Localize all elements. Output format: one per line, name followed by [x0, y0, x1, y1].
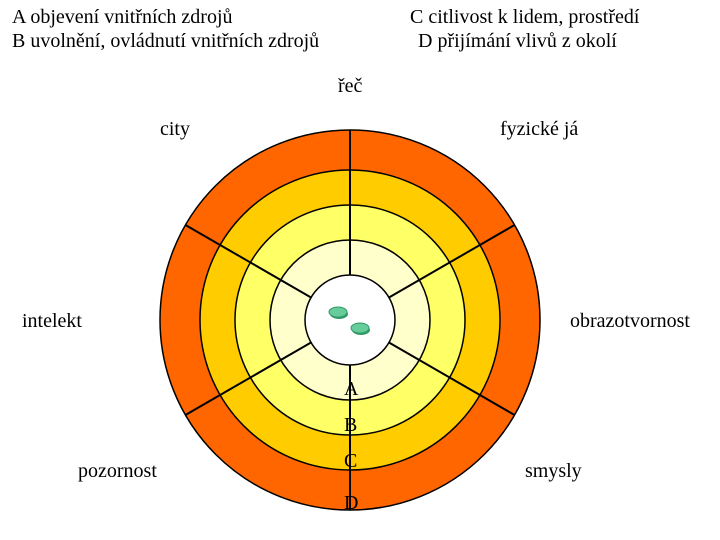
ring-label-a: A: [344, 378, 358, 401]
label-top: řeč: [338, 75, 362, 98]
ring-label-b: B: [344, 414, 357, 437]
label-upper-left: city: [160, 118, 190, 141]
label-lower-right: smysly: [525, 460, 582, 483]
label-mid-right: obrazotvornost: [570, 310, 690, 333]
label-lower-left: pozornost: [78, 460, 157, 483]
label-mid-left: intelekt: [22, 310, 82, 333]
ring-label-c: C: [344, 450, 357, 473]
ring-label-d: D: [344, 492, 358, 515]
label-upper-right: fyzické já: [500, 118, 578, 141]
